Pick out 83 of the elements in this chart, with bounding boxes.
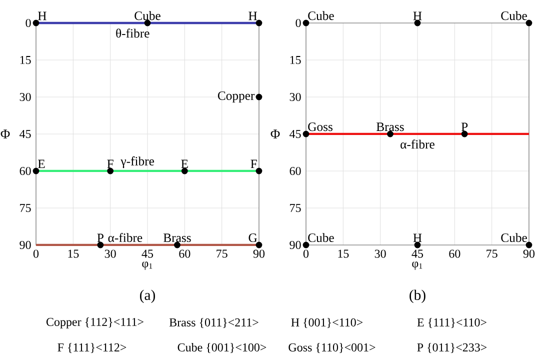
annotation: P [461, 122, 468, 132]
point [32, 20, 40, 26]
annotation: Cube [134, 11, 160, 20]
point [181, 168, 188, 174]
x-tick-label: 45 [412, 250, 424, 258]
point [256, 168, 262, 174]
annotation: Brass [376, 122, 404, 132]
annotation: α-fibre [400, 140, 434, 149]
annotation: E [181, 160, 188, 168]
y-axis-title: Φ [0, 130, 10, 138]
y-tick-label: 15 [290, 56, 301, 64]
y-tick-label: 0 [296, 18, 301, 28]
annotation: Cube [308, 11, 334, 20]
text: Goss {110}<001> [288, 343, 376, 353]
text: P {011}<233> [417, 343, 487, 353]
y-tick-label: 90 [20, 240, 31, 250]
annotation: H [38, 12, 46, 20]
point [174, 242, 180, 248]
point [256, 242, 262, 248]
text: (a) [140, 290, 155, 303]
annotation: H [413, 12, 422, 20]
x-tick-label: 90 [523, 250, 535, 258]
point [32, 168, 40, 174]
annotation: Brass [164, 234, 191, 242]
y-tick-label: 15 [20, 56, 31, 64]
annotation: G [248, 234, 258, 242]
annotation: H [413, 234, 422, 242]
x-tick-label: 75 [216, 250, 228, 258]
annotation: Cube [308, 233, 334, 242]
text: Cube {001}<100> [178, 343, 266, 353]
point [302, 242, 310, 248]
point [107, 168, 114, 174]
annotation: F [107, 160, 114, 168]
point [256, 20, 262, 26]
annotation: H [248, 12, 258, 20]
y-tick-label: 60 [290, 166, 301, 176]
x-axis-title: φ$_{1}$ [142, 262, 152, 270]
annotation: F [250, 160, 257, 168]
annotation: E [38, 160, 45, 168]
annotation: Goss [308, 122, 332, 132]
y-tick-label: 0 [26, 18, 31, 28]
y-tick-label: 45 [290, 130, 301, 138]
y-tick-label: 45 [20, 130, 31, 138]
text: H {001}<110> [291, 318, 363, 328]
x-tick-label: 30 [104, 250, 116, 258]
y-tick-label: 90 [290, 240, 301, 250]
annotation: P [97, 234, 104, 242]
x-tick-label: 0 [33, 250, 39, 258]
point [414, 242, 421, 248]
point [302, 20, 310, 26]
text: E {111}<110> [417, 318, 486, 328]
point [302, 130, 310, 138]
x-tick-label: 90 [253, 250, 265, 258]
y-tick-label: 75 [20, 204, 31, 212]
y-tick-label: 30 [20, 92, 31, 102]
point [526, 242, 532, 248]
x-tick-label: 0 [303, 250, 309, 258]
annotation: α-fibre [108, 233, 142, 242]
x-tick-label: 75 [486, 250, 498, 258]
annotation: γ-fibre [120, 156, 154, 168]
y-tick-label: 30 [290, 92, 301, 102]
annotation: Copper [218, 91, 255, 103]
x-tick-label: 60 [449, 250, 460, 258]
text: Brass {011}<211> [169, 318, 258, 328]
text: Copper {112}<111> [46, 318, 144, 328]
x-tick-label: 15 [68, 250, 79, 258]
x-tick-label: 30 [374, 250, 386, 258]
y-axis-title: Φ [270, 130, 280, 138]
x-tick-label: 60 [179, 250, 190, 258]
y-tick-label: 60 [20, 166, 31, 176]
y-tick-label: 75 [290, 204, 301, 212]
text: (b) [410, 290, 426, 303]
x-tick-label: 45 [142, 250, 154, 258]
x-axis-title: φ$_{1}$ [412, 262, 422, 270]
point [461, 130, 468, 138]
point [526, 20, 532, 26]
annotation: Cube [501, 233, 527, 242]
x-tick-label: 15 [338, 250, 349, 258]
point [256, 94, 262, 100]
point [97, 242, 104, 248]
annotation: Cube [501, 11, 527, 20]
annotation: θ-fibre [116, 28, 150, 38]
text: F {111}<112> [58, 343, 126, 353]
